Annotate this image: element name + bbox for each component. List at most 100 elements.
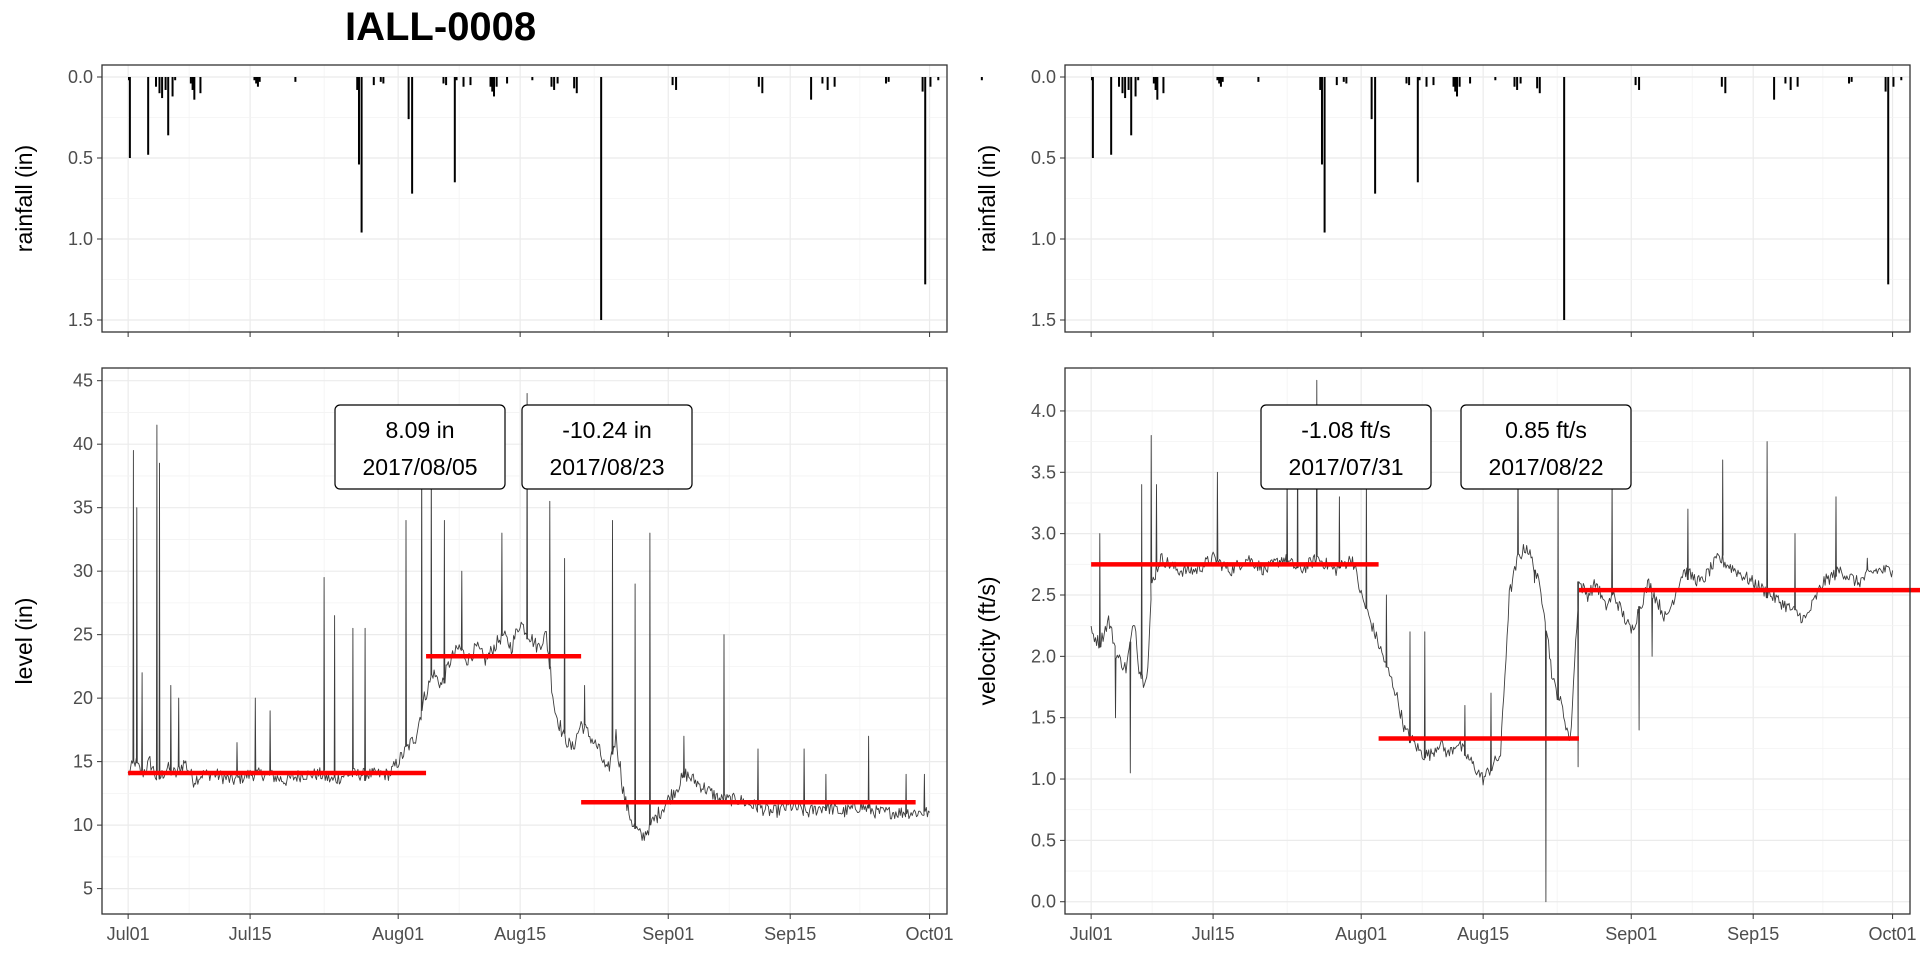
- y-tick-label: 2.5: [1031, 585, 1056, 605]
- y-axis-title: rainfall (in): [11, 145, 37, 252]
- rainfall-bar: [1408, 77, 1411, 86]
- rainfall-bar: [1536, 77, 1539, 89]
- rainfall-bar: [128, 77, 131, 158]
- y-tick-label: 1.0: [1031, 769, 1056, 789]
- rainfall-bar: [553, 77, 556, 90]
- y-tick-label: 1.0: [1031, 229, 1056, 249]
- rainfall-bar: [1374, 77, 1377, 194]
- rainfall-bar: [1127, 77, 1130, 90]
- rainfall-bar: [1154, 77, 1157, 90]
- rainfall-bar: [1513, 77, 1516, 87]
- rainfall-bar: [1432, 77, 1435, 86]
- rainfall-bar: [1850, 77, 1853, 82]
- x-tick-label: Oct01: [906, 924, 954, 944]
- rainfall-bar: [671, 77, 674, 86]
- rainfall-bar: [174, 77, 177, 81]
- rainfall-bar: [147, 77, 150, 155]
- rainfall-bar: [1452, 77, 1455, 87]
- rainfall-bar: [1162, 77, 1165, 94]
- panel-border: [1064, 64, 1911, 333]
- rainfall-bar: [360, 77, 363, 233]
- rainfall-bar: [256, 77, 259, 87]
- rainfall-bar: [158, 77, 161, 94]
- panel-border: [1064, 367, 1911, 915]
- y-tick-label: 2.0: [1031, 646, 1056, 666]
- rainfall-bar: [821, 77, 824, 84]
- rainfall-bar: [1405, 77, 1408, 84]
- rainfall-bar: [1887, 77, 1890, 285]
- panel-level: 5 10 15 20 25 30 35 40 45 level (in) Jul01 Jul15 Aug…: [11, 367, 954, 944]
- rainfall-bar: [1724, 77, 1727, 94]
- rainfall-bar: [573, 77, 576, 89]
- rainfall-bar: [833, 77, 836, 87]
- rainfall-bar: [1900, 77, 1903, 81]
- y-axis-title: rainfall (in): [974, 145, 1000, 252]
- annotation-change: 8.09 in: [385, 417, 454, 443]
- annotation-date: 2017/08/23: [549, 454, 664, 480]
- x-tick-label: Sep15: [764, 924, 816, 944]
- y-tick-label: 0.5: [1031, 830, 1056, 850]
- annotation-box: [334, 404, 506, 490]
- rainfall-bar: [885, 77, 888, 84]
- rainfall-bar: [1134, 77, 1137, 97]
- annotation-box: [1460, 404, 1632, 490]
- rainfall-bar: [1516, 77, 1519, 90]
- chart-title: IALL-0008: [345, 5, 536, 49]
- y-tick-label: 0.0: [1031, 892, 1056, 912]
- y-axis-title: velocity (ft/s): [974, 576, 1000, 705]
- rainfall-bar: [1494, 77, 1497, 81]
- rainfall-bar: [357, 77, 360, 165]
- rainfall-bar: [189, 77, 192, 84]
- rainfall-bar: [453, 77, 456, 183]
- rainfall-bar: [924, 77, 927, 285]
- y-tick-label: 5: [83, 879, 93, 899]
- rainfall-bar: [1469, 77, 1472, 84]
- rainfall-bar: [1342, 77, 1345, 82]
- rainfall-bar: [1720, 77, 1723, 87]
- rainfall-bar: [1784, 77, 1787, 84]
- rainfall-bar: [1458, 77, 1461, 87]
- y-tick-label: 10: [73, 815, 93, 835]
- x-tick-label: Aug15: [494, 924, 546, 944]
- rainfall-bar: [887, 77, 890, 82]
- rainfall-bar: [929, 77, 932, 87]
- rainfall-bar: [826, 77, 829, 90]
- panel-border: [101, 367, 948, 915]
- rainfall-bar: [253, 77, 256, 81]
- rainfall-bar: [1110, 77, 1113, 155]
- rainfall-bar: [1121, 77, 1124, 94]
- x-tick-label: Sep15: [1727, 924, 1779, 944]
- annotation-box: [1260, 404, 1432, 490]
- rainfall-bar: [372, 77, 375, 86]
- y-tick-label: 3.5: [1031, 462, 1056, 482]
- rainfall-bar: [1454, 77, 1457, 92]
- rainfall-bar: [445, 77, 448, 86]
- rainfall-bar: [258, 77, 261, 82]
- y-tick-label: 1.5: [1031, 708, 1056, 728]
- rainfall-bar: [191, 77, 194, 90]
- rainfall-bar: [506, 77, 509, 84]
- rainfall-bar: [455, 77, 458, 81]
- rainfall-bar: [193, 77, 196, 100]
- annotation-label: 8.09 in 2017/08/05: [334, 404, 506, 490]
- y-tick-label: 1.5: [1031, 310, 1056, 330]
- rainfall-bar: [1319, 77, 1322, 90]
- rainfall-bar: [1563, 77, 1566, 320]
- annotation-date: 2017/08/05: [362, 454, 477, 480]
- rainfall-bar: [575, 77, 578, 94]
- rainfall-bar: [1257, 77, 1260, 82]
- rainfall-bar: [493, 77, 496, 97]
- annotation-change: -10.24 in: [562, 417, 652, 443]
- rainfall-bar: [379, 77, 382, 82]
- rainfall-bar: [1773, 77, 1776, 100]
- x-tick-label: Aug01: [372, 924, 424, 944]
- annotation-date: 2017/07/31: [1288, 454, 1403, 480]
- rainfall-bar: [1519, 77, 1522, 84]
- rainfall-bar: [1124, 77, 1127, 99]
- panel-velocity: 0.0 0.5 1.0 1.5 2.0 2.5 3.0 3.5 4.0 velocity (ft/…: [974, 367, 1920, 944]
- rainfall-bar: [1848, 77, 1851, 84]
- rainfall-bar: [1789, 77, 1792, 90]
- rainfall-bar: [167, 77, 170, 136]
- x-tick-label: Aug01: [1335, 924, 1387, 944]
- rainfall-bar: [411, 77, 414, 194]
